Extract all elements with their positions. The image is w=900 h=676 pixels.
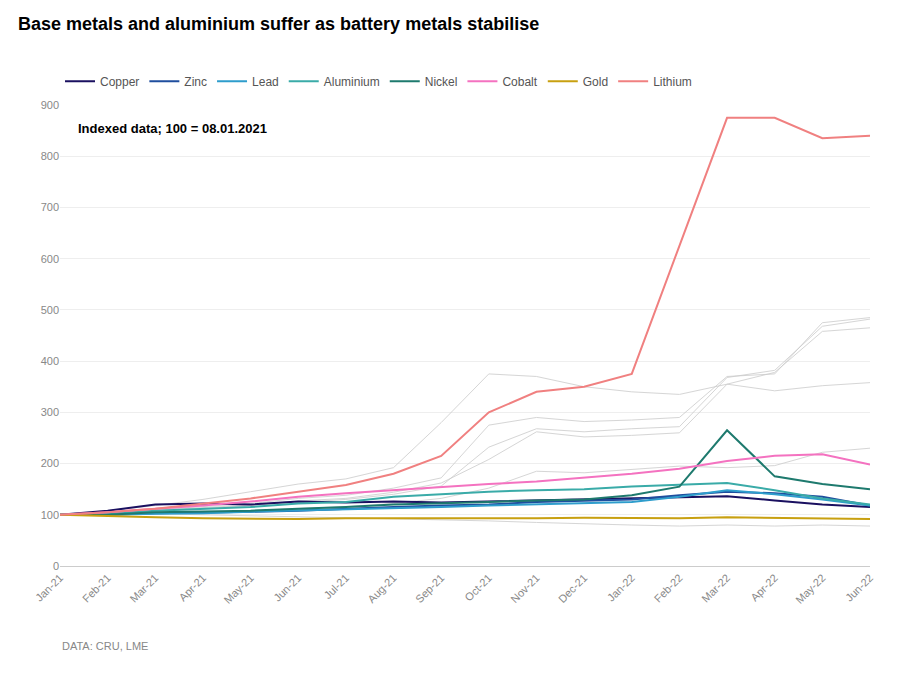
svg-text:500: 500 [41, 304, 59, 316]
svg-text:900: 900 [41, 99, 59, 111]
svg-text:100: 100 [41, 509, 59, 521]
svg-text:Gold: Gold [583, 75, 608, 89]
svg-text:Aug-21: Aug-21 [365, 572, 399, 606]
svg-text:Mar-21: Mar-21 [127, 572, 160, 605]
svg-text:400: 400 [41, 355, 59, 367]
svg-text:Cobalt: Cobalt [502, 75, 537, 89]
svg-text:Jul-21: Jul-21 [322, 572, 352, 602]
svg-text:Mar-22: Mar-22 [699, 572, 732, 605]
svg-text:May-22: May-22 [793, 572, 827, 606]
svg-text:Feb-21: Feb-21 [80, 572, 113, 605]
svg-text:Apr-22: Apr-22 [748, 572, 780, 604]
svg-text:0: 0 [53, 560, 59, 572]
svg-text:300: 300 [41, 406, 59, 418]
svg-text:Aluminium: Aluminium [324, 75, 380, 89]
svg-text:Oct-21: Oct-21 [462, 572, 494, 604]
svg-text:Apr-21: Apr-21 [176, 572, 208, 604]
svg-text:Nickel: Nickel [425, 75, 458, 89]
svg-text:Dec-21: Dec-21 [556, 572, 590, 606]
svg-text:Jan-21: Jan-21 [33, 572, 65, 604]
svg-text:Zinc: Zinc [184, 75, 207, 89]
svg-text:800: 800 [41, 150, 59, 162]
svg-text:200: 200 [41, 457, 59, 469]
svg-text:Lead: Lead [252, 75, 279, 89]
svg-text:Jun-21: Jun-21 [271, 572, 303, 604]
svg-text:Jan-22: Jan-22 [605, 572, 637, 604]
svg-text:Base metals and aluminium suff: Base metals and aluminium suffer as batt… [18, 14, 539, 34]
svg-text:DATA: CRU, LME: DATA: CRU, LME [62, 640, 148, 652]
svg-text:Jun-22: Jun-22 [843, 572, 875, 604]
svg-text:Indexed data; 100 = 08.01.2021: Indexed data; 100 = 08.01.2021 [78, 121, 267, 136]
svg-text:May-21: May-21 [221, 572, 255, 606]
svg-text:Nov-21: Nov-21 [508, 572, 542, 606]
svg-text:600: 600 [41, 253, 59, 265]
svg-text:Copper: Copper [100, 75, 139, 89]
svg-text:700: 700 [41, 201, 59, 213]
svg-text:Sep-21: Sep-21 [413, 572, 447, 606]
svg-text:Feb-22: Feb-22 [652, 572, 685, 605]
svg-text:Lithium: Lithium [653, 75, 692, 89]
